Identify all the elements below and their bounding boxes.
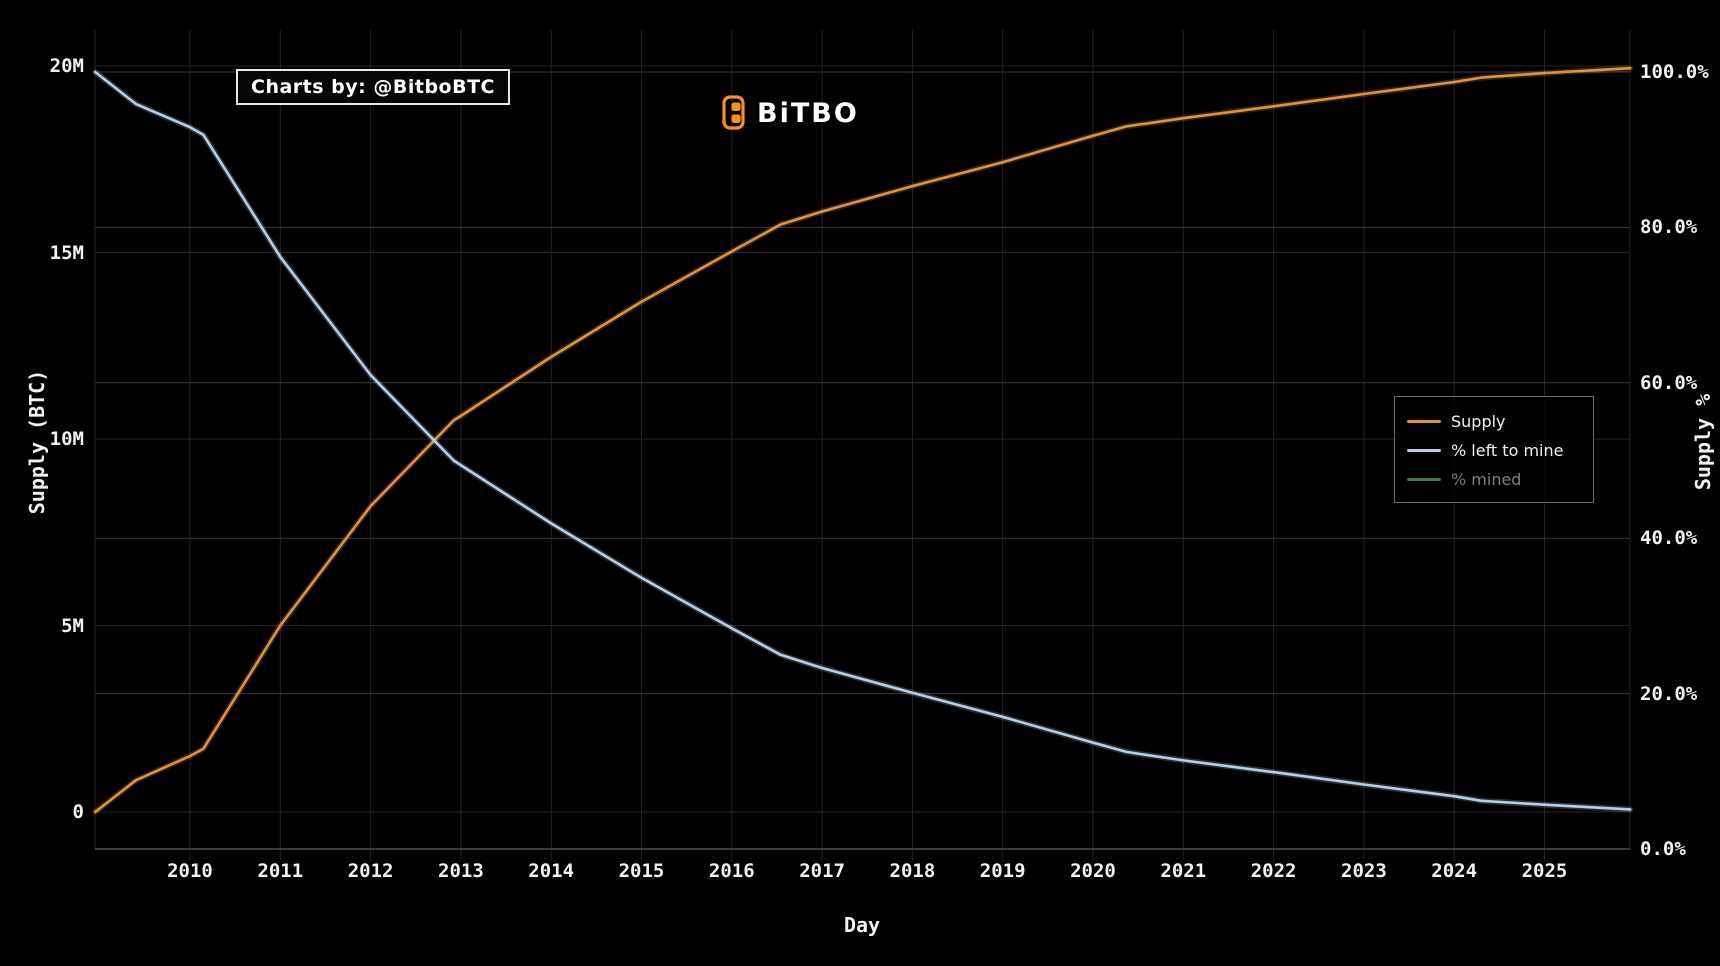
x-tick-2020: 2020 — [1070, 860, 1116, 882]
bitbo-logo-text: BiTBO — [757, 97, 859, 129]
series-line--left-to-mine — [93, 70, 1632, 811]
legend-item-left-to-mine[interactable]: % left to mine — [1407, 436, 1581, 465]
series-line-supply — [93, 66, 1632, 814]
bitbo-logo: BiTBO — [722, 95, 859, 131]
x-tick-2023: 2023 — [1341, 860, 1387, 882]
bitbo-logo-icon — [722, 95, 745, 130]
y-left-tick-10M: 10M — [49, 428, 84, 450]
x-tick-2015: 2015 — [618, 860, 665, 882]
x-tick-2024: 2024 — [1431, 860, 1478, 882]
y-left-tick-0: 0 — [72, 801, 84, 823]
legend-swatch-supply — [1407, 420, 1441, 423]
x-tick-2011: 2011 — [257, 860, 304, 882]
y-right-tick-20.0%: 20.0% — [1640, 682, 1698, 705]
watermark-annotation: Charts by: @BitboBTC — [236, 69, 510, 105]
x-tick-2021: 2021 — [1160, 860, 1207, 882]
legend-label-left-to-mine: % left to mine — [1451, 441, 1564, 460]
legend: Supply % left to mine % mined — [1394, 396, 1594, 503]
x-axis-title: Day — [843, 913, 881, 937]
y-right-tick-40.0%: 40.0% — [1640, 527, 1698, 550]
y-right-tick-80.0%: 80.0% — [1640, 216, 1698, 239]
y-right-tick-100.0%: 100.0% — [1640, 61, 1709, 83]
x-tick-2010: 2010 — [167, 860, 213, 882]
y-left-tick-5M: 5M — [61, 614, 84, 637]
x-tick-2022: 2022 — [1250, 860, 1297, 882]
legend-swatch-left-to-mine — [1407, 449, 1441, 452]
y-right-tick-60.0%: 60.0% — [1640, 371, 1698, 394]
x-tick-2012: 2012 — [347, 860, 394, 882]
x-tick-2017: 2017 — [799, 860, 845, 882]
x-tick-2016: 2016 — [708, 860, 755, 882]
x-tick-2025: 2025 — [1521, 860, 1568, 882]
legend-swatch-mined — [1407, 478, 1441, 481]
y-left-tick-15M: 15M — [49, 241, 84, 264]
x-tick-2013: 2013 — [438, 860, 484, 882]
y-right-tick-0.0%: 0.0% — [1640, 838, 1686, 860]
legend-label-supply: Supply — [1451, 412, 1506, 431]
y-left-tick-20M: 20M — [49, 55, 84, 77]
y-right-axis-title: Supply % — [1691, 393, 1715, 491]
x-tick-2014: 2014 — [528, 860, 575, 882]
legend-label-mined: % mined — [1451, 470, 1522, 489]
x-tick-2019: 2019 — [979, 860, 1026, 882]
legend-item-supply[interactable]: Supply — [1407, 407, 1581, 436]
x-tick-2018: 2018 — [889, 860, 936, 882]
legend-item-mined[interactable]: % mined — [1407, 465, 1581, 494]
